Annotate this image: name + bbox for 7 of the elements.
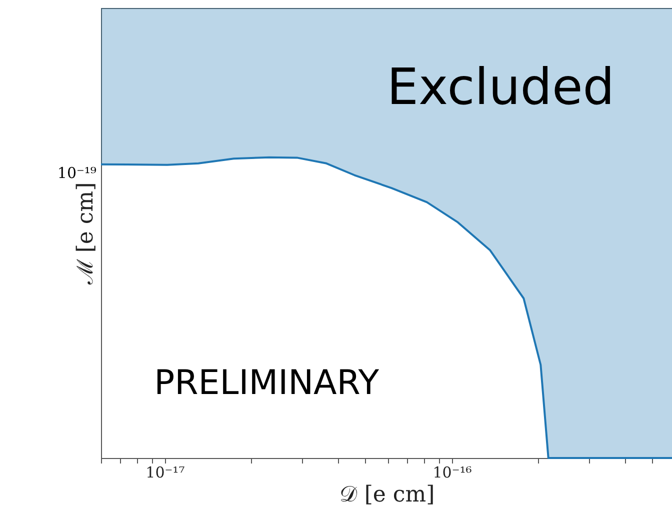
x-tick-label: 10⁻¹⁷ (146, 464, 185, 482)
annotation: PRELIMINARY (154, 362, 380, 403)
x-tick-label: 10⁻¹⁶ (432, 464, 472, 482)
x-axis-title: 𝒟 [e cm] (339, 482, 435, 508)
text: 10⁻¹⁹ (57, 164, 96, 182)
text: Excluded (386, 58, 615, 116)
y-axis-title: ℳ [e cm] (74, 182, 98, 286)
